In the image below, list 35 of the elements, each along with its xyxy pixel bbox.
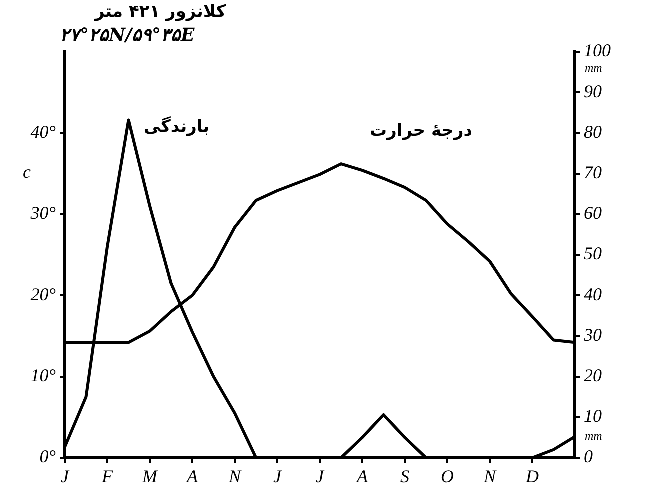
series-label: درجهٔ حرارت <box>370 121 473 142</box>
x-tick-label: J <box>316 466 325 487</box>
y-tick-label: 30° <box>30 203 56 224</box>
y2-tick-label: 40 <box>584 284 602 304</box>
y2-tick-label: 30 <box>583 324 602 345</box>
chart-subtitle: ۲۷°۲۵N/۵۹°۳۵E <box>60 24 195 46</box>
y2-tick-label: 0 <box>584 446 593 467</box>
y2-tick-label: 50 <box>584 244 602 264</box>
y2-axis-title: mm <box>585 61 603 75</box>
y2-tick-label: 80 <box>584 122 602 142</box>
y2-tick-label: 100 <box>584 40 611 61</box>
y2-tick-label: 20 <box>584 366 602 386</box>
y-tick-label: 10° <box>30 366 56 386</box>
x-tick-label: M <box>142 466 158 487</box>
x-tick-label: S <box>400 466 410 487</box>
x-tick-label: A <box>356 466 369 487</box>
x-tick-label: N <box>482 466 497 487</box>
x-tick-label: F <box>101 466 114 487</box>
y2-tick-label: 90 <box>584 81 602 102</box>
x-tick-label: A <box>186 466 199 487</box>
y-axis-title: c <box>23 162 31 182</box>
x-tick-label: D <box>525 466 539 487</box>
chart-title: کلانزور ۴۲۱ متر <box>95 2 226 22</box>
y-tick-label: 0° <box>40 446 56 467</box>
text: mm <box>585 429 603 443</box>
y2-tick-label: 70 <box>584 162 602 183</box>
series-label: بارندگی <box>144 116 210 138</box>
x-tick-label: J <box>274 466 282 487</box>
y-tick-label: 40° <box>30 122 56 142</box>
x-tick-label: N <box>228 466 242 487</box>
y2-tick-label: 10 <box>584 406 602 426</box>
x-tick-label: J <box>61 466 70 487</box>
y-tick-label: 20° <box>30 284 56 304</box>
x-tick-label: O <box>441 466 454 487</box>
y2-tick-label: 60 <box>584 203 602 224</box>
